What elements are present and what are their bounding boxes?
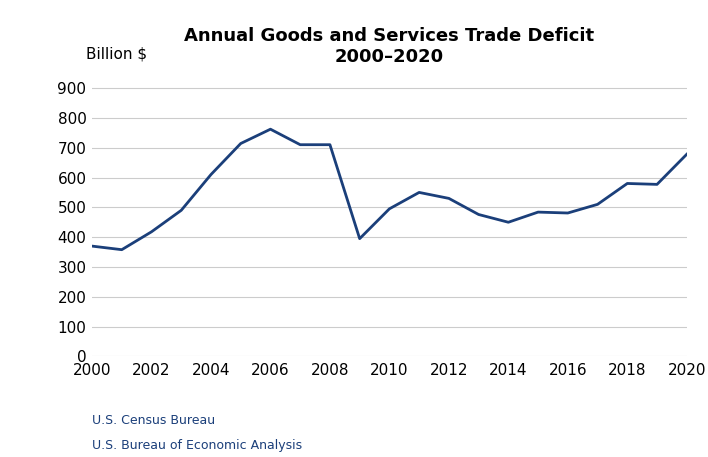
Text: Billion $: Billion $ — [86, 47, 147, 62]
Text: U.S. Bureau of Economic Analysis: U.S. Bureau of Economic Analysis — [92, 440, 302, 452]
Text: U.S. Census Bureau: U.S. Census Bureau — [92, 414, 215, 427]
Title: Annual Goods and Services Trade Deficit
2000–2020: Annual Goods and Services Trade Deficit … — [184, 27, 595, 66]
